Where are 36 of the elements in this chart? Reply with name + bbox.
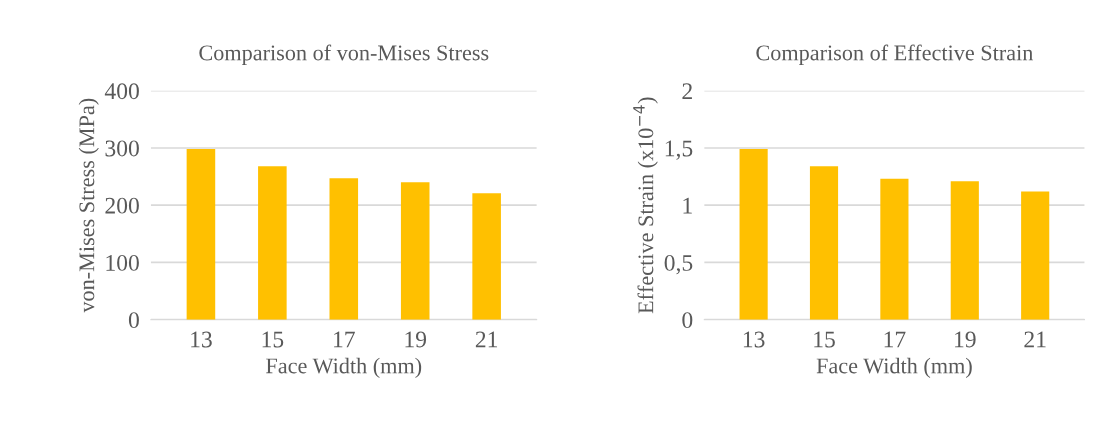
y-axis-title: Effective Strain (x10$^{−4}$) <box>633 97 658 314</box>
x-axis-title: Face Width (mm) <box>266 357 422 378</box>
x-tick-label: 13 <box>743 331 765 348</box>
bar <box>950 181 979 320</box>
bar <box>400 182 430 320</box>
y-tick-label: 0 <box>128 312 139 329</box>
bar <box>258 166 287 320</box>
bar <box>329 178 359 320</box>
bar <box>186 149 216 320</box>
x-tick-label: 19 <box>405 331 427 348</box>
x-tick-label: 15 <box>814 331 835 348</box>
y-tick-label: 2 <box>682 83 692 99</box>
bar <box>739 149 768 320</box>
y-tick-label: 0,5 <box>664 254 693 275</box>
y-tick-label: 100 <box>106 254 139 271</box>
x-axis-title: Face Width (mm) <box>816 357 972 378</box>
x-tick-label: 19 <box>955 331 976 348</box>
y-tick-label: 0 <box>682 312 693 329</box>
y-tick-label: 400 <box>104 83 139 100</box>
chart-title: Comparison of von-Mises Stress <box>199 44 489 65</box>
x-tick-label: 15 <box>262 331 284 348</box>
bar <box>1021 191 1050 320</box>
x-tick-label: 13 <box>191 331 212 348</box>
x-tick-label: 17 <box>884 331 906 348</box>
y-tick-label: 300 <box>105 140 139 157</box>
y-axis-title: von-Mises Stress (MPa) <box>78 98 99 313</box>
x-tick-label: 21 <box>475 331 498 348</box>
y-tick-label: 1,5 <box>665 140 693 160</box>
y-tick-label: 200 <box>105 197 139 214</box>
bar <box>809 166 839 320</box>
bar <box>472 193 501 320</box>
chart-title: Comparison of Effective Strain <box>756 44 1034 65</box>
bar <box>880 178 909 320</box>
x-tick-label: 21 <box>1024 331 1046 348</box>
x-tick-label: 17 <box>334 331 355 348</box>
y-tick-label: 1 <box>683 197 692 214</box>
